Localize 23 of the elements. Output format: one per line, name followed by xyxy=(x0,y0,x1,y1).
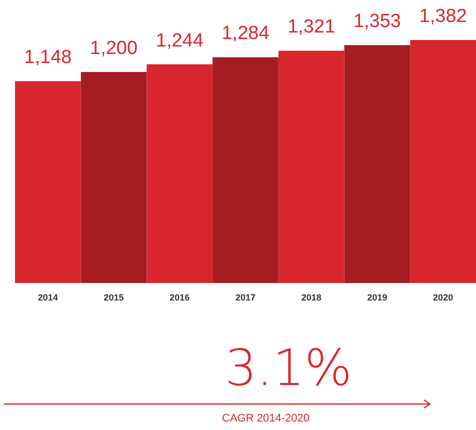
x-tick-label: 2018 xyxy=(301,292,322,302)
data-label: 1,382 xyxy=(419,6,467,27)
data-label: 1,353 xyxy=(353,11,401,32)
bar xyxy=(15,81,81,283)
x-tick-label: 2014 xyxy=(38,292,58,302)
x-tick-label: 2016 xyxy=(170,292,190,302)
data-label: 1,284 xyxy=(222,23,270,44)
x-tick-label: 2020 xyxy=(433,292,454,302)
bar xyxy=(80,72,147,283)
data-label: 1,244 xyxy=(156,30,204,52)
data-label: 1,148 xyxy=(24,47,72,68)
text: 3.1% xyxy=(225,339,352,397)
data-label: 1,321 xyxy=(288,16,336,38)
text: CAGR 2014-2020 xyxy=(222,412,310,424)
bar xyxy=(410,40,476,283)
bar xyxy=(278,50,344,283)
bar xyxy=(344,45,410,283)
bar xyxy=(212,57,278,283)
data-label: 1,200 xyxy=(90,38,138,59)
bar xyxy=(146,64,213,283)
x-tick-label: 2017 xyxy=(235,292,256,302)
x-tick-label: 2015 xyxy=(104,292,124,302)
x-tick-label: 2019 xyxy=(367,292,388,302)
